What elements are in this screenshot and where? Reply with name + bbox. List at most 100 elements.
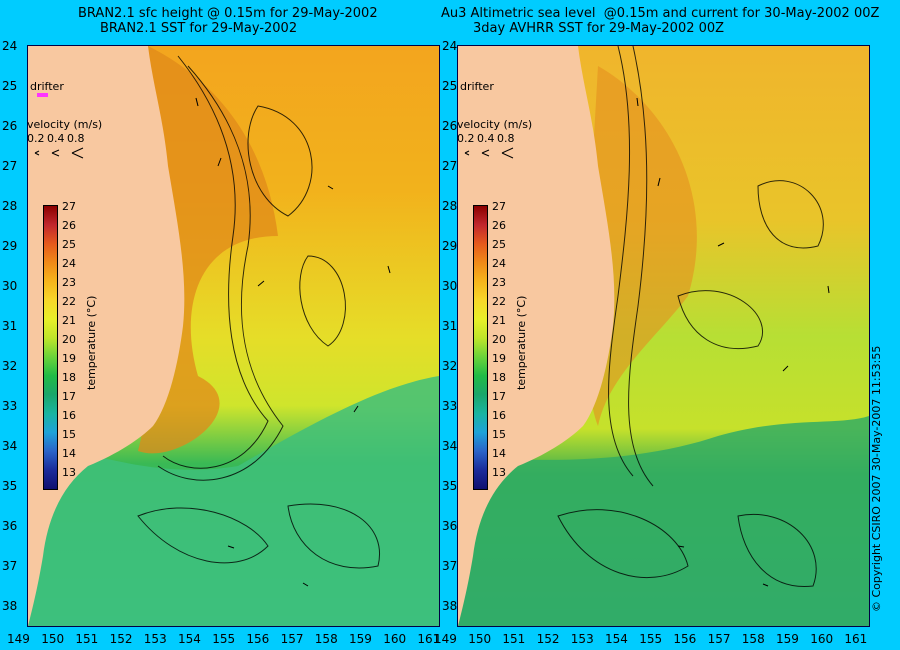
colorbar-tick-label: 23	[62, 276, 76, 289]
left-title-line2: BRAN2.1 SST for 29-May-2002	[100, 21, 298, 36]
latitude-label: 25	[442, 79, 458, 93]
right-velocity-scale-2: 0.8	[497, 132, 515, 145]
latitude-label: 24	[442, 39, 458, 53]
latitude-label: 24	[2, 39, 18, 53]
colorbar-tick-label: 20	[492, 333, 506, 346]
latitude-label: 38	[2, 599, 18, 613]
longitude-label: 154	[178, 632, 201, 646]
right-velocity-label: velocity (m/s)	[457, 118, 533, 131]
latitude-label: 32	[2, 359, 18, 373]
colorbar-tick-label: 24	[492, 257, 506, 270]
left-velocity-scale-0: 0.2	[27, 132, 45, 145]
right-title-line2: 3day AVHRR SST for 29-May-2002 00Z	[473, 21, 725, 36]
copyright-text: © Copyright CSIRO 2007 30-May-2007 11:53…	[870, 345, 883, 612]
latitude-label: 30	[442, 279, 458, 293]
colorbar-tick-label: 26	[62, 219, 76, 232]
sea-level-contours	[137, 55, 380, 569]
latitude-label: 33	[442, 399, 458, 413]
latitude-label: 35	[2, 479, 18, 493]
colorbar-tick-label: 19	[62, 352, 76, 365]
longitude-label: 152	[109, 632, 133, 646]
colorbar-tick-label: 18	[62, 371, 76, 384]
latitude-label: 29	[442, 239, 458, 253]
latitude-label: 32	[442, 359, 458, 373]
current-vectors	[636, 97, 830, 587]
left-colorbar	[43, 205, 58, 490]
longitude-label: 153	[570, 632, 594, 646]
left-velocity-arrows	[34, 147, 84, 159]
longitude-label: 154	[605, 632, 628, 646]
longitude-label: 159	[349, 632, 372, 646]
longitude-label: 158	[741, 632, 765, 646]
colorbar-tick-label: 13	[492, 466, 506, 479]
right-velocity-scale-1: 0.4	[477, 132, 495, 145]
right-map-panel[interactable]	[457, 45, 870, 627]
latitude-label: 31	[2, 319, 18, 333]
sea-level-contours	[557, 46, 824, 587]
longitude-label: 155	[212, 632, 236, 646]
colorbar-tick-label: 17	[62, 390, 76, 403]
latitude-label: 37	[442, 559, 458, 573]
colorbar-tick-label: 17	[492, 390, 506, 403]
colorbar-tick-label: 15	[492, 428, 506, 441]
latitude-label: 37	[2, 559, 18, 573]
right-colorbar-title: temperature (°C)	[515, 295, 528, 390]
latitude-label: 35	[442, 479, 458, 493]
longitude-label: 149	[7, 632, 30, 646]
latitude-label: 26	[2, 119, 18, 133]
right-colorbar	[473, 205, 488, 490]
latitude-label: 26	[442, 119, 458, 133]
latitude-label: 28	[442, 199, 458, 213]
longitude-label: 149	[434, 632, 457, 646]
longitude-label: 161	[417, 632, 441, 646]
right-drifter-label: drifter	[460, 80, 494, 93]
latitude-label: 30	[2, 279, 18, 293]
longitude-label: 152	[536, 632, 560, 646]
right-velocity-scale-0: 0.2	[457, 132, 475, 145]
colorbar-tick-label: 16	[62, 409, 76, 422]
colorbar-tick-label: 27	[62, 200, 76, 213]
longitude-label: 156	[673, 632, 697, 646]
land-australia	[28, 46, 185, 626]
longitude-label: 160	[810, 632, 834, 646]
latitude-label: 34	[442, 439, 458, 453]
colorbar-tick-label: 23	[492, 276, 506, 289]
land-australia	[458, 46, 615, 626]
colorbar-tick-label: 16	[492, 409, 506, 422]
latitude-label: 25	[2, 79, 18, 93]
warm-current-core	[586, 66, 697, 426]
colorbar-tick-label: 15	[62, 428, 76, 441]
colorbar-tick-label: 26	[492, 219, 506, 232]
left-map-panel[interactable]	[27, 45, 440, 627]
longitude-label: 151	[502, 632, 526, 646]
left-velocity-scale-1: 0.4	[47, 132, 65, 145]
colorbar-tick-label: 27	[492, 200, 506, 213]
colorbar-tick-label: 20	[62, 333, 76, 346]
latitude-label: 27	[2, 159, 18, 173]
colorbar-tick-label: 21	[62, 314, 76, 327]
longitude-label: 150	[468, 632, 492, 646]
latitude-label: 29	[2, 239, 18, 253]
longitude-label: 151	[75, 632, 99, 646]
right-map-graphic	[458, 46, 869, 626]
colorbar-tick-label: 18	[492, 371, 506, 384]
colorbar-tick-label: 14	[62, 447, 76, 460]
longitude-label: 159	[776, 632, 799, 646]
colorbar-tick-label: 14	[492, 447, 506, 460]
latitude-label: 36	[2, 519, 18, 533]
longitude-label: 157	[280, 632, 304, 646]
longitude-label: 161	[844, 632, 868, 646]
right-title-line1: Au3 Altimetric sea level @0.15m and curr…	[441, 6, 880, 21]
latitude-label: 31	[442, 319, 458, 333]
right-velocity-arrows	[464, 147, 514, 159]
left-map-graphic	[28, 46, 439, 626]
cool-water-region	[28, 376, 439, 626]
left-colorbar-title: temperature (°C)	[85, 295, 98, 390]
latitude-label: 38	[442, 599, 458, 613]
left-drifter-label: drifter	[30, 80, 64, 93]
latitude-label: 36	[442, 519, 458, 533]
colorbar-tick-label: 21	[492, 314, 506, 327]
colorbar-tick-label: 25	[492, 238, 506, 251]
latitude-label: 28	[2, 199, 18, 213]
colorbar-tick-label: 25	[62, 238, 76, 251]
